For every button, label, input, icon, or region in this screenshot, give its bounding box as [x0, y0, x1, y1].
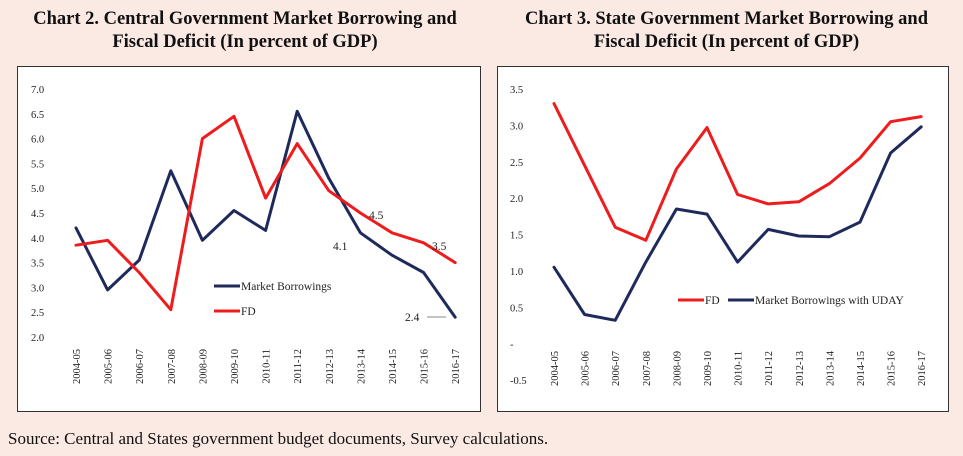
y-tick-label: 5.0	[31, 184, 44, 195]
chart2-panel: 7.0 6.5 6.0 5.5 5.0 4.5 4.0 3.5 3.0 2.5 2.0 2004-05…	[17, 66, 481, 412]
y-tick-label: -	[510, 340, 514, 351]
x-tick-label: 2014-15	[856, 351, 867, 386]
chart3-panel: 3.5 3.0 2.5 2.0 1.5 1.0 0.5 - -0.5 2004-05 2005-06…	[497, 66, 949, 412]
series-line-market-borrowings	[74, 109, 457, 319]
y-tick-label: 4.0	[31, 234, 44, 245]
x-tick-label: 2007-08	[642, 351, 653, 386]
chart2-title-line2: Fiscal Deficit (In percent of GDP)	[112, 32, 378, 52]
legend-label: FD	[705, 295, 720, 307]
x-tick-label: 2010-11	[734, 351, 745, 386]
x-tick-label: 2016-17	[451, 349, 462, 384]
legend-label: Market Borrowings with UDAY	[755, 295, 904, 307]
y-tick-label: 7.0	[31, 85, 44, 96]
y-tick-label: 6.5	[31, 110, 44, 121]
x-tick-label: 2012-13	[795, 351, 806, 386]
x-tick-label: 2008-09	[672, 351, 683, 386]
x-tick-label: 2008-09	[198, 349, 209, 384]
chart3-title: Chart 3. State Government Market Borrowi…	[490, 8, 963, 54]
x-tick-label: 2012-13	[325, 349, 336, 384]
y-tick-label: 5.5	[31, 159, 44, 170]
x-tick-label: 2013-14	[356, 348, 367, 384]
y-tick-label: 2.5	[31, 308, 44, 319]
x-tick-label: 2009-10	[230, 349, 241, 384]
y-tick-label: 0.5	[510, 303, 523, 314]
series-line-fd	[552, 102, 923, 242]
data-label: 2.4	[405, 312, 420, 324]
y-tick-label: 4.5	[31, 209, 44, 220]
y-tick-label: 3.5	[510, 85, 523, 96]
data-label: 3.5	[432, 241, 447, 253]
y-tick-label: 2.0	[31, 333, 44, 344]
x-tick-label: 2016-17	[917, 351, 928, 386]
x-tick-label: 2010-11	[262, 349, 273, 384]
y-tick-label: 3.0	[510, 121, 523, 132]
series-line-market-borrowings-with-uday	[552, 125, 923, 322]
chart2-plot: 7.0 6.5 6.0 5.5 5.0 4.5 4.0 3.5 3.0 2.5 2.0 2004-05…	[31, 85, 462, 384]
chart2-title: Chart 2. Central Government Market Borro…	[0, 8, 490, 54]
y-tick-label: 6.0	[31, 135, 44, 146]
y-tick-label: 3.0	[31, 283, 44, 294]
x-tick-label: 2006-07	[135, 349, 146, 384]
y-tick-label: 2.5	[510, 158, 523, 169]
legend-label: FD	[241, 306, 256, 318]
chart3-title-line1: Chart 3. State Government Market Borrowi…	[524, 9, 929, 29]
x-tick-label: 2004-05	[550, 351, 561, 386]
series-line-fd	[74, 114, 457, 312]
x-tick-label: 2015-16	[887, 351, 898, 386]
x-tick-label: 2011-12	[764, 351, 775, 386]
chart3-title-line2: Fiscal Deficit (In percent of GDP)	[593, 32, 860, 52]
x-tick-label: 2011-12	[293, 349, 304, 384]
y-tick-label: 1.5	[510, 231, 523, 242]
x-tick-label: 2014-15	[388, 349, 399, 384]
x-tick-label: 2007-08	[167, 349, 178, 384]
x-tick-label: 2006-07	[611, 351, 622, 386]
x-tick-label: 2015-16	[420, 349, 431, 384]
x-tick-label: 2013-14	[825, 350, 836, 386]
x-tick-label: 2005-06	[104, 349, 115, 384]
x-tick-label: 2009-10	[703, 351, 714, 386]
x-tick-label: 2004-05	[72, 349, 83, 384]
data-label: 4.5	[369, 210, 384, 222]
legend-label: Market Borrowings	[241, 281, 332, 293]
y-tick-label: 2.0	[510, 194, 523, 205]
y-tick-label: 1.0	[510, 267, 523, 278]
x-tick-label: 2005-06	[581, 351, 592, 386]
data-label: 4.1	[333, 241, 348, 253]
chart3-plot: 3.5 3.0 2.5 2.0 1.5 1.0 0.5 - -0.5 2004-05 2005-06…	[510, 85, 928, 387]
source-note: Source: Central and States government bu…	[8, 429, 549, 448]
y-tick-label: -0.5	[510, 376, 527, 387]
y-tick-label: 3.5	[31, 259, 44, 270]
chart2-title-line1: Chart 2. Central Government Market Borro…	[33, 9, 457, 29]
